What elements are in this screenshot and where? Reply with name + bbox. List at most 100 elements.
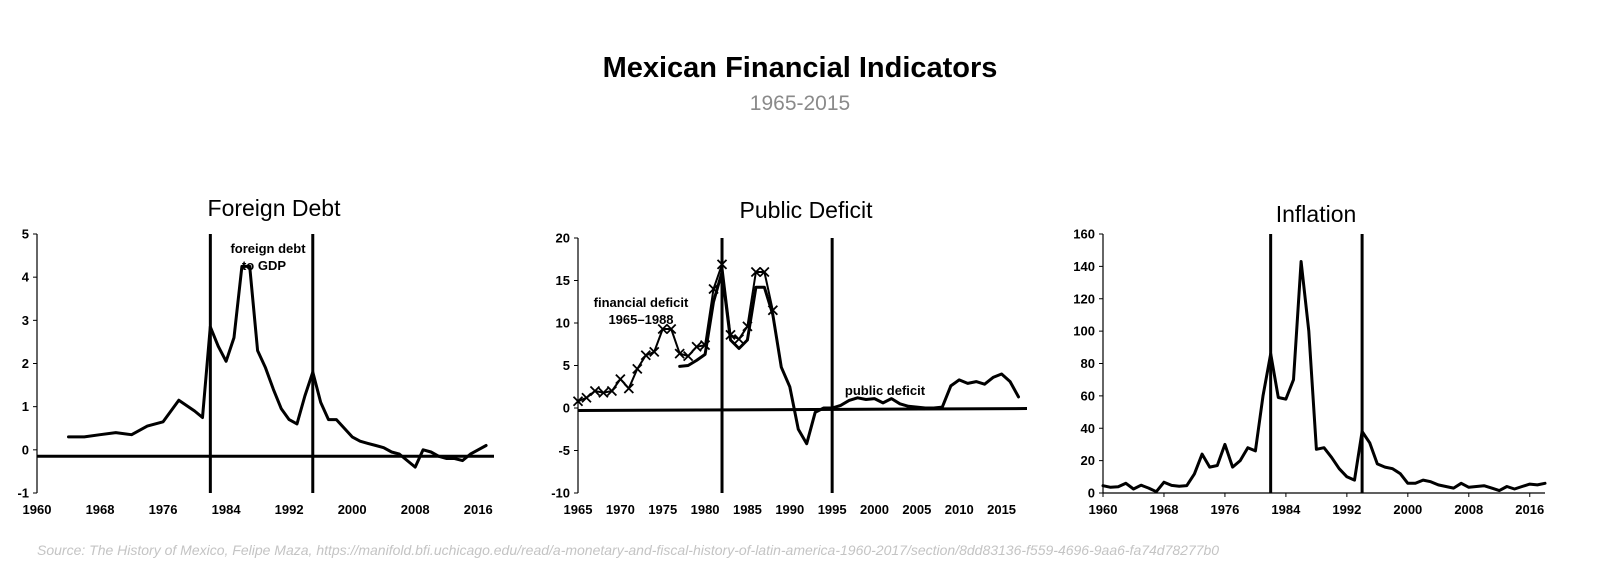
point-mark-b: [759, 266, 770, 278]
x-tick-label: 2000: [1393, 502, 1422, 517]
y-tick-label: 40: [1081, 421, 1095, 436]
y-tick-label: 2: [22, 356, 29, 371]
x-tick-label: 1995: [818, 502, 847, 517]
point-mark-b: [589, 385, 601, 397]
baseline: [577, 407, 1028, 413]
series-point: [716, 259, 728, 270]
point-mark-b: [598, 387, 609, 398]
x-tick-label: 2000: [338, 502, 367, 517]
x-tick-label: 1968: [1150, 502, 1179, 517]
series-line: [1101, 260, 1547, 494]
y-tick-label: -5: [558, 443, 570, 458]
x-tick-label: 1985: [733, 502, 762, 517]
x-tick-label: 1976: [1210, 502, 1239, 517]
panel-title: Public Deficit: [740, 197, 874, 223]
x-tick-label: 2005: [902, 502, 931, 517]
point-mark-b: [640, 350, 651, 361]
series-point: [606, 385, 618, 397]
chart-panel-1: Foreign Debt -1 0 1 2 3 4 5 1960 1968 1976 1984 1992…: [17, 195, 494, 517]
panel-title: Foreign Debt: [208, 195, 342, 221]
point-mark-b: [581, 392, 592, 403]
x-tick-label: 1992: [1332, 502, 1361, 517]
x-tick-label: 2010: [945, 502, 974, 517]
series-point: [623, 383, 634, 394]
y-tick-label: 60: [1081, 388, 1095, 403]
series-point: [598, 387, 609, 398]
point-mark-b: [682, 351, 694, 362]
series-point: [759, 266, 770, 278]
y-tick-label: 120: [1073, 291, 1095, 306]
x-tick-label: 2016: [1515, 502, 1544, 517]
series-point: [666, 323, 677, 335]
y-tick-label: 5: [22, 227, 29, 242]
x-tick-label: 2015: [987, 502, 1016, 517]
point-mark-b: [716, 259, 728, 270]
series-point: [733, 334, 745, 345]
point-mark-b: [606, 385, 618, 397]
x-tick-label: 2008: [1454, 502, 1483, 517]
x-tick-label: 1968: [86, 502, 115, 517]
y-tick-label: 20: [1081, 453, 1095, 468]
x-tick-label: 1965: [564, 502, 593, 517]
chart-title: Mexican Financial Indicators: [602, 52, 998, 84]
series-line: [678, 270, 1020, 446]
chart-subtitle: 1965-2015: [749, 92, 851, 115]
y-tick-label: 4: [22, 270, 30, 285]
chart-panel-3: Inflation 0 20 40 60 80 100 120 140 160 1960 1968 19…: [1073, 201, 1547, 517]
annotation: foreign debt: [230, 241, 306, 256]
x-tick-label: 1984: [212, 502, 242, 517]
point-mark-b: [657, 323, 668, 335]
y-tick-label: 160: [1073, 227, 1095, 242]
x-tick-label: 1976: [149, 502, 178, 517]
annotation: 1965–1988: [608, 312, 673, 327]
series-point: [615, 373, 626, 385]
series-line: [67, 264, 488, 469]
x-tick-label: 1990: [775, 502, 804, 517]
y-tick-label: 0: [22, 442, 29, 457]
y-tick-label: 0: [1088, 486, 1095, 501]
annotation: to GDP: [242, 258, 286, 273]
series-point: [589, 385, 601, 397]
point-mark-b: [674, 348, 685, 359]
x-tick-label: 2008: [401, 502, 430, 517]
x-tick-label: 1980: [691, 502, 720, 517]
annotation: financial deficit: [594, 295, 689, 310]
y-tick-label: -1: [17, 486, 29, 501]
y-tick-label: -10: [551, 486, 570, 501]
x-tick-label: 1975: [648, 502, 677, 517]
y-tick-label: 5: [563, 358, 570, 373]
series-point: [691, 341, 702, 352]
y-tick-label: 100: [1073, 324, 1095, 339]
point-mark-b: [733, 334, 745, 345]
panel-title: Inflation: [1276, 201, 1357, 227]
x-tick-label: 2016: [464, 502, 493, 517]
y-tick-label: 1: [22, 399, 29, 414]
x-tick-label: 1992: [275, 502, 304, 517]
series-point: [581, 392, 592, 403]
x-tick-label: 1984: [1271, 502, 1301, 517]
x-tick-label: 1970: [606, 502, 635, 517]
series-point: [682, 351, 694, 362]
y-tick-label: 10: [556, 316, 570, 331]
y-tick-label: 80: [1081, 356, 1095, 371]
series-point: [572, 396, 584, 407]
point-mark-b: [750, 266, 762, 278]
series-point: [674, 348, 685, 359]
y-tick-label: 20: [556, 231, 570, 246]
y-tick-label: 15: [556, 273, 570, 288]
x-tick-label: 1960: [1089, 502, 1118, 517]
point-mark-b: [632, 363, 643, 375]
y-tick-label: 0: [563, 401, 570, 416]
x-tick-label: 1960: [23, 502, 52, 517]
series-point: [632, 363, 643, 375]
y-tick-label: 140: [1073, 259, 1095, 274]
series-point: [640, 350, 651, 361]
x-tick-label: 2000: [860, 502, 889, 517]
source-note: Source: The History of Mexico, Felipe Ma…: [37, 542, 1220, 558]
point-mark-b: [572, 396, 584, 407]
point-mark-b: [691, 341, 702, 352]
y-tick-label: 3: [22, 313, 29, 328]
point-mark-b: [623, 383, 634, 394]
point-mark-b: [649, 346, 660, 358]
